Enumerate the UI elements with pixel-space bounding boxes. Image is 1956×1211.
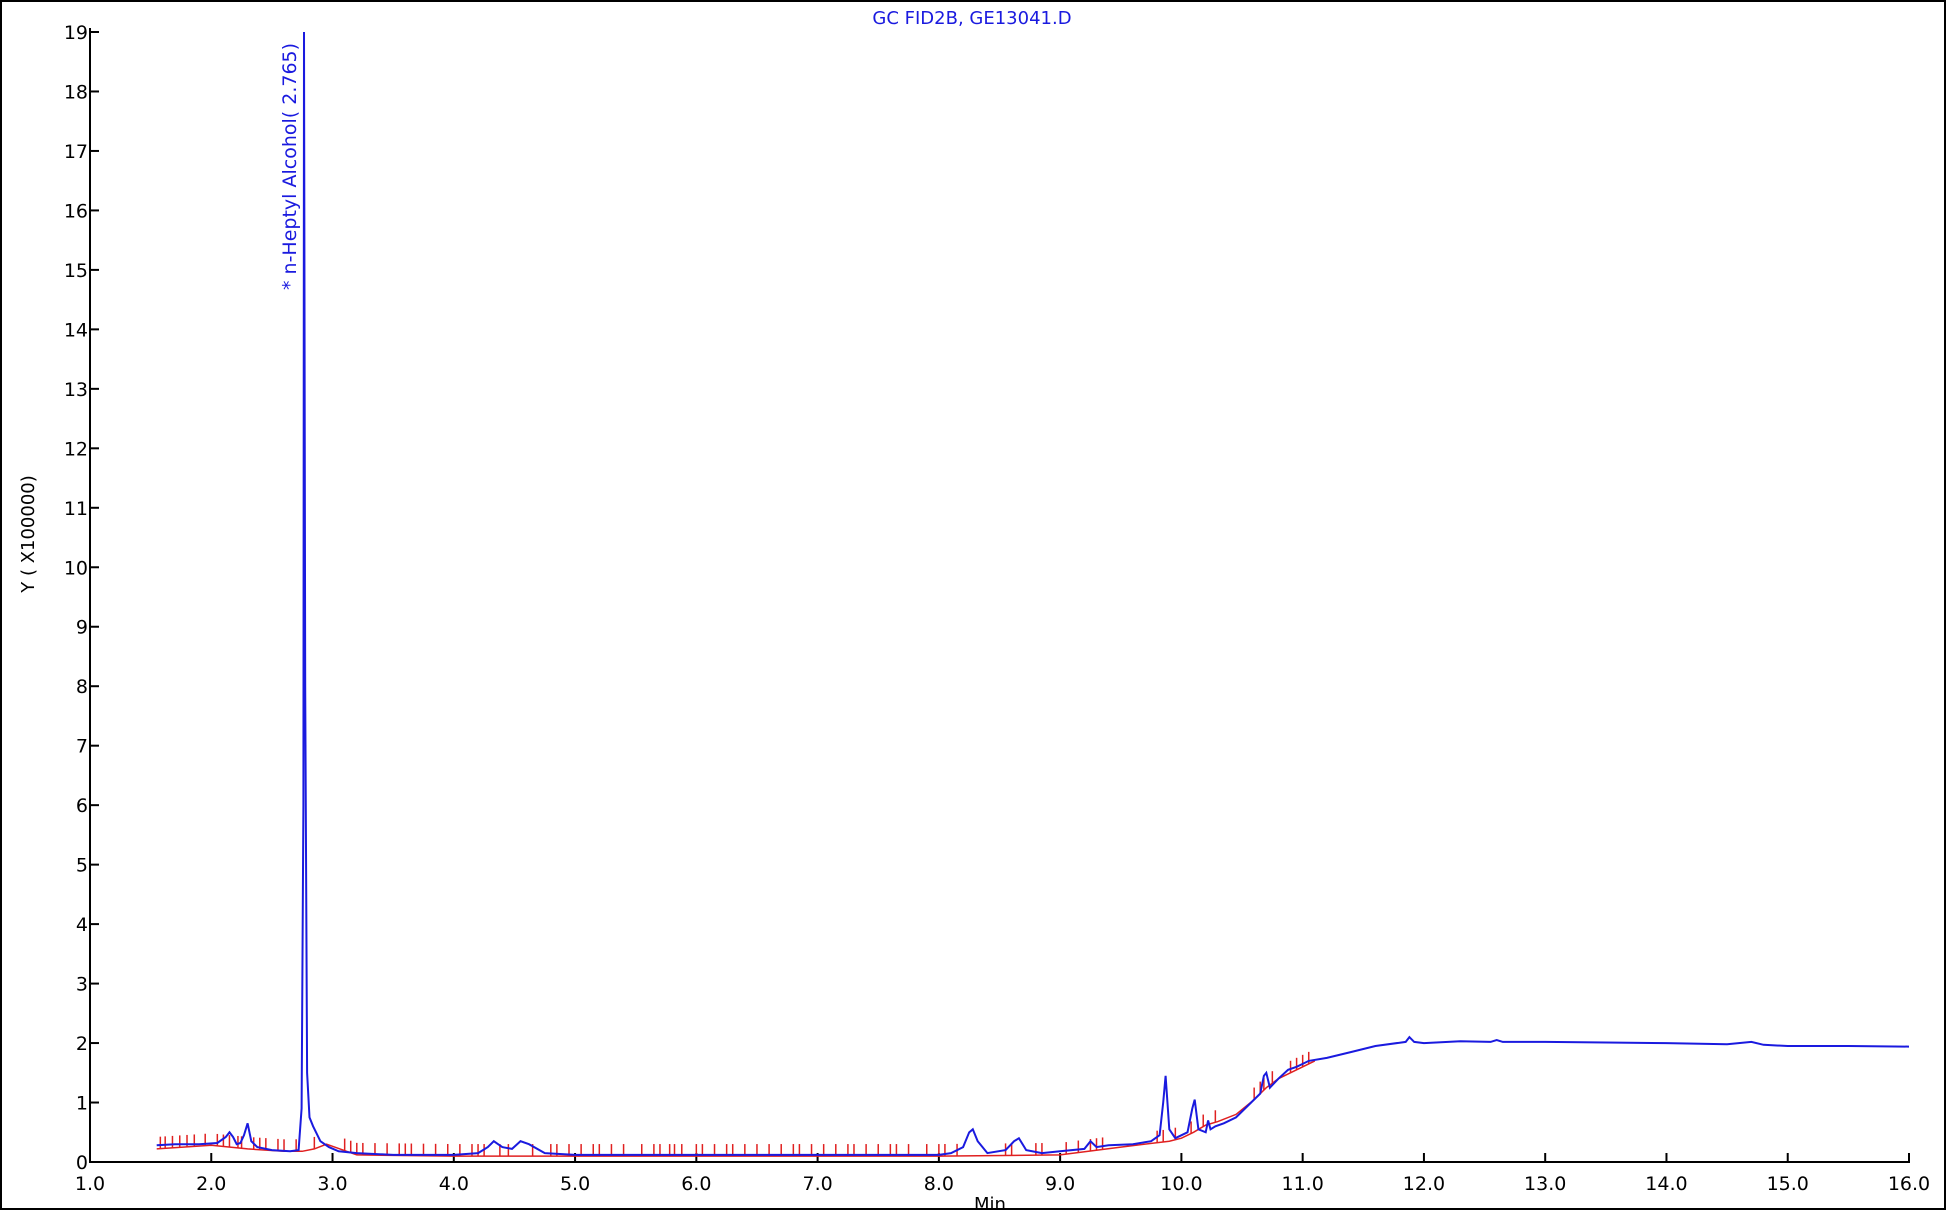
x-tick-label: 2.0: [196, 1173, 226, 1195]
peak-annotations: * n-Heptyl Alcohol( 2.765): [279, 43, 301, 290]
x-tick-label: 3.0: [317, 1173, 347, 1195]
x-tick-label: 13.0: [1524, 1173, 1566, 1195]
y-tick-label: 19: [64, 22, 88, 44]
y-tick-label: 14: [64, 319, 88, 341]
y-tick-label: 16: [64, 200, 88, 222]
y-tick-label: 2: [76, 1033, 88, 1055]
y-tick-label: 7: [76, 736, 88, 758]
x-tick-label: 9.0: [1045, 1173, 1075, 1195]
y-tick-label: 12: [64, 438, 88, 460]
x-tick-label: 1.0: [75, 1173, 105, 1195]
y-tick-label: 3: [76, 974, 88, 996]
x-tick-label: 14.0: [1645, 1173, 1687, 1195]
y-tick-label: 6: [76, 795, 88, 817]
x-tick-label: 8.0: [924, 1173, 954, 1195]
y-tick-label: 13: [64, 379, 88, 401]
x-tick-label: 5.0: [560, 1173, 590, 1195]
x-tick-label: 12.0: [1403, 1173, 1445, 1195]
baseline-series-line: [156, 1060, 1316, 1157]
x-tick-label: 15.0: [1767, 1173, 1809, 1195]
integration-marks: [159, 1051, 1310, 1157]
y-tick-label: 8: [76, 676, 88, 698]
signal-series-line: [156, 31, 1910, 1156]
x-axis-title: Min: [974, 1194, 1006, 1211]
y-tick-label: 18: [64, 81, 88, 103]
x-axis-ticks: 1.0 2.0 3.0 4.0 5.0 6.0 7.0 8.0 9.0 10.0 11.0 12.0 1…: [75, 1153, 1930, 1195]
chart-title: GC FID2B, GE13041.D: [872, 8, 1071, 29]
y-tick-label: 4: [76, 914, 88, 936]
y-tick-label: 15: [64, 260, 88, 282]
peak-label: * n-Heptyl Alcohol( 2.765): [279, 43, 301, 290]
y-tick-label: 11: [64, 498, 88, 520]
y-tick-label: 17: [64, 141, 88, 163]
y-tick-label: 0: [76, 1152, 88, 1174]
x-tick-label: 7.0: [802, 1173, 832, 1195]
x-tick-label: 4.0: [439, 1173, 469, 1195]
y-tick-label: 10: [64, 557, 88, 579]
x-tick-label: 6.0: [681, 1173, 711, 1195]
x-tick-label: 16.0: [1888, 1173, 1930, 1195]
x-tick-label: 10.0: [1160, 1173, 1202, 1195]
y-tick-label: 5: [76, 855, 88, 877]
y-axis-title: Y ( X100000): [18, 475, 39, 594]
x-tick-label: 11.0: [1282, 1173, 1324, 1195]
y-tick-label: 1: [76, 1093, 88, 1115]
y-tick-label: 9: [76, 617, 88, 639]
